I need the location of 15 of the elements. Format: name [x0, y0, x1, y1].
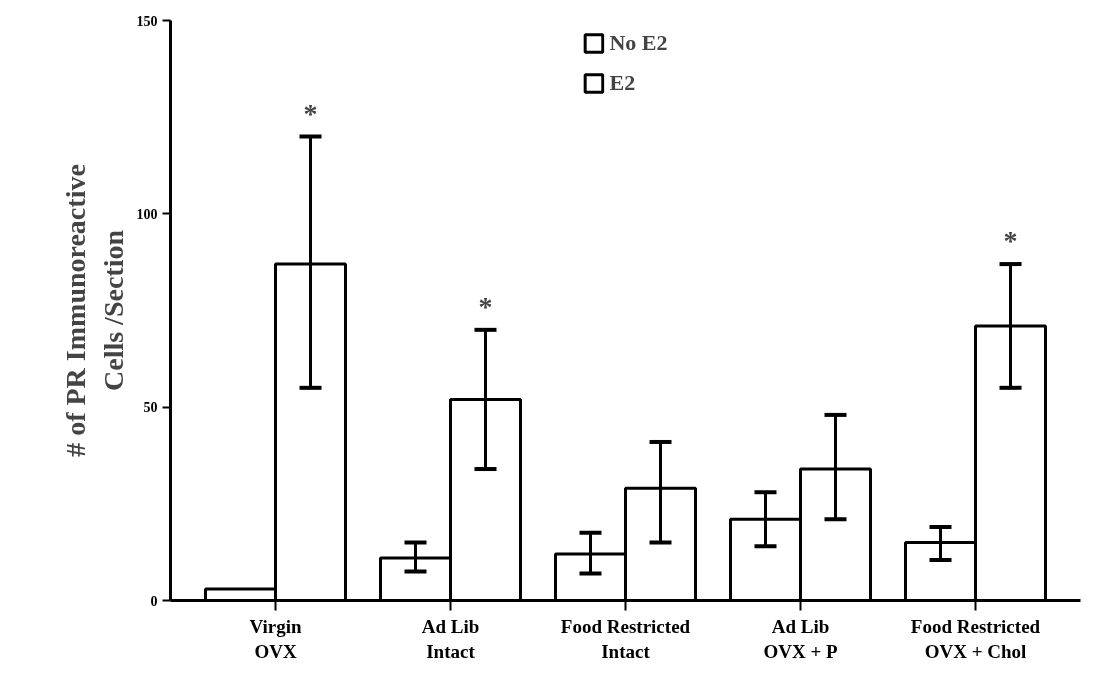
y-axis-title: # of PR Immunoreactive Cells /Section	[60, 164, 129, 457]
x-tick-label: Food Restricted Intact	[560, 615, 691, 662]
legend-label: E2	[609, 70, 636, 96]
y-tick-label: 50	[143, 400, 158, 416]
y-tick-label: 150	[136, 13, 158, 29]
x-tick-label: Ad Lib OVX + P	[763, 615, 838, 662]
x-tick-label: Ad Lib Intact	[421, 615, 480, 662]
x-tick-label: Virgin OVX	[249, 615, 302, 662]
x-tick-label: Food Restricted OVX + Chol	[910, 615, 1041, 662]
y-tick-label: 100	[136, 206, 158, 222]
annotation: *	[303, 97, 318, 129]
legend-label: No E2	[609, 30, 668, 56]
y-tick-label: 0	[150, 593, 158, 609]
annotation: *	[478, 290, 493, 322]
annotation: *	[1003, 225, 1018, 257]
